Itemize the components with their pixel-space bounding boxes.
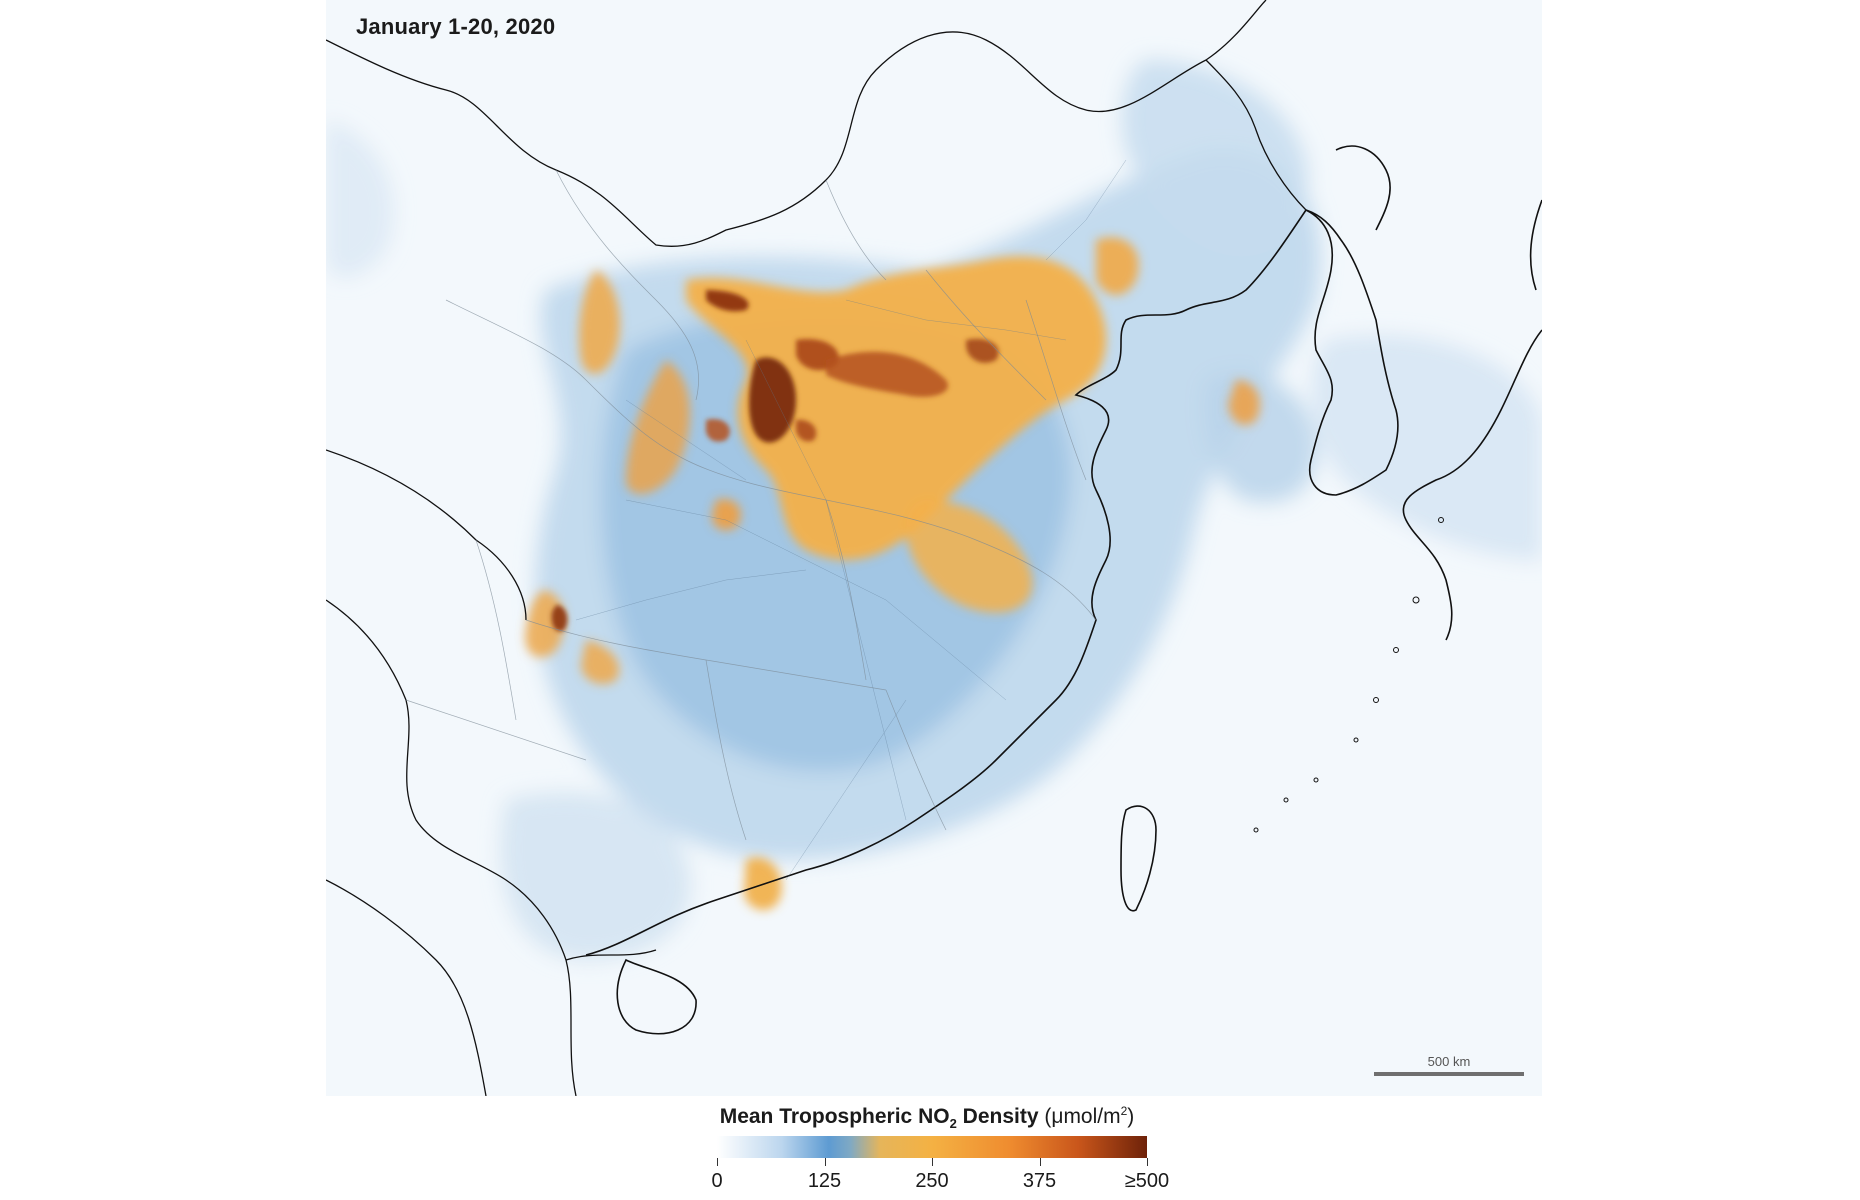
legend-ticks	[717, 1158, 1148, 1166]
legend-tick-mark	[932, 1158, 933, 1166]
scale-bar: 500 km	[1374, 1054, 1524, 1076]
islands	[1253, 517, 1444, 833]
map-canvas	[326, 0, 1542, 1096]
coastline	[585, 145, 1542, 1035]
country-borders	[326, 0, 1307, 1096]
legend-title-tail: Density	[956, 1105, 1039, 1128]
no2-hotspots	[551, 290, 999, 632]
legend-tick-mark	[824, 1158, 826, 1166]
road-network	[575, 159, 1127, 881]
legend-units-prefix: (μmol/m	[1038, 1105, 1121, 1128]
legend-tick-label: ≥500	[1124, 1170, 1170, 1192]
province-borders	[405, 169, 1097, 841]
legend-tick-label: 125	[807, 1170, 842, 1192]
legend-tick-mark	[1039, 1158, 1041, 1166]
no2-map: January 1-20, 2020 500 km	[326, 0, 1542, 1096]
color-legend: Mean Tropospheric NO2 Density (μmol/m2) …	[697, 1104, 1169, 1192]
legend-units-superscript: 2	[1120, 1104, 1128, 1118]
legend-color-ramp	[717, 1136, 1147, 1158]
legend-tick-mark	[717, 1158, 718, 1166]
legend-tick-mark	[1147, 1158, 1148, 1166]
scale-bar-label: 500 km	[1427, 1054, 1471, 1069]
legend-title-main: Mean Tropospheric NO	[719, 1105, 950, 1128]
legend-title-subscript: 2	[949, 1116, 957, 1132]
legend-units-suffix: )	[1127, 1105, 1135, 1128]
no2-high-field	[525, 237, 1260, 910]
legend-tick-label: 0	[711, 1170, 723, 1192]
legend-tick-label: 375	[1022, 1170, 1057, 1192]
date-label: January 1-20, 2020	[356, 14, 556, 39]
scale-bar-line	[1374, 1072, 1524, 1076]
legend-tick-label: 250	[915, 1170, 949, 1192]
legend-title: Mean Tropospheric NO2 Density (μmol/m2)	[697, 1104, 1157, 1131]
